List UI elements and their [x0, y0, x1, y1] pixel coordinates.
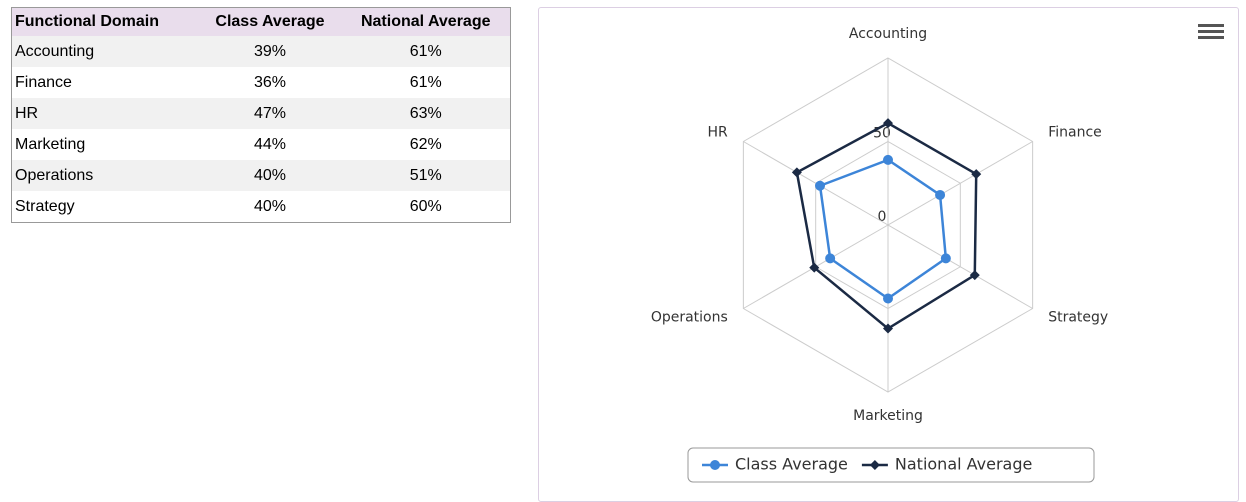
table-cell: 39% — [198, 36, 342, 67]
data-point — [791, 167, 802, 178]
legend-symbol — [710, 460, 720, 470]
table-body: Accounting 39% 61% Finance 36% 61% HR 47% 63% Mar… — [11, 36, 511, 223]
data-point — [883, 118, 893, 129]
table-cell: 40% — [253, 197, 286, 215]
table-cell: 44% — [253, 135, 286, 153]
axis-label: HR — [708, 125, 729, 141]
axis-label: Accounting — [849, 26, 927, 42]
table-cell: 40% — [198, 160, 342, 191]
column-header: Functional Domain — [11, 7, 199, 36]
header-row: Functional Domain Class Average National A… — [11, 7, 511, 36]
axis-label: Finance — [1048, 125, 1102, 141]
table-cell: 60% — [409, 197, 442, 215]
table-row: HR 47% 63% — [11, 98, 511, 129]
legend-symbol — [869, 460, 880, 470]
axis-label: Strategy — [1048, 310, 1108, 326]
series-line — [818, 158, 948, 301]
legend-box — [687, 447, 1095, 483]
data-point — [809, 262, 820, 273]
table-cell: Accounting — [11, 36, 199, 67]
table-row: Marketing 44% 62% — [12, 129, 511, 160]
axis-line — [887, 224, 1033, 309]
column-header: National Average — [341, 7, 511, 36]
table-cell: 61% — [409, 73, 442, 91]
data-point — [971, 169, 982, 180]
y-tick-label: 0 — [878, 209, 887, 225]
table-row: Strategy 40% 60% — [12, 191, 511, 223]
column-header: Class Average — [198, 7, 342, 36]
table-cell: Finance — [15, 73, 72, 91]
legend-label: National Average — [895, 455, 1032, 474]
menu-bar[interactable] — [1198, 24, 1224, 27]
menu-icon[interactable] — [1198, 24, 1224, 39]
data-point — [815, 180, 826, 191]
menu-bar[interactable] — [1198, 30, 1224, 33]
data-point — [969, 270, 980, 281]
table-cell: 51% — [341, 160, 511, 191]
table-cell: Operations — [11, 160, 199, 191]
data-point — [935, 189, 946, 200]
table-cell: 62% — [409, 135, 442, 153]
data-point — [825, 253, 836, 264]
data-point — [883, 154, 893, 165]
table-cell: Marketing — [15, 135, 86, 153]
axis-line — [743, 141, 889, 226]
table-row: Accounting 39% 61% — [11, 36, 511, 67]
data-point — [940, 253, 951, 264]
table-cell: 47% — [198, 98, 342, 129]
menu-bar[interactable] — [1198, 36, 1224, 39]
data-point — [883, 323, 893, 334]
data-table: Functional Domain Class Average National A… — [11, 7, 511, 223]
table-cell: HR — [11, 98, 199, 129]
table-cell: 63% — [341, 98, 511, 129]
table-cell: 61% — [341, 36, 511, 67]
axis-line — [887, 141, 1033, 226]
table-cell: 36% — [253, 73, 286, 91]
table-row: Operations 40% 51% — [11, 160, 511, 191]
table-cell: Strategy — [15, 197, 75, 215]
axis-label: Marketing — [853, 408, 923, 424]
legend-label: Class Average — [735, 455, 848, 474]
axis-label: Operations — [651, 310, 728, 326]
table-row: Finance 36% 61% — [12, 67, 511, 98]
data-point — [883, 293, 893, 304]
